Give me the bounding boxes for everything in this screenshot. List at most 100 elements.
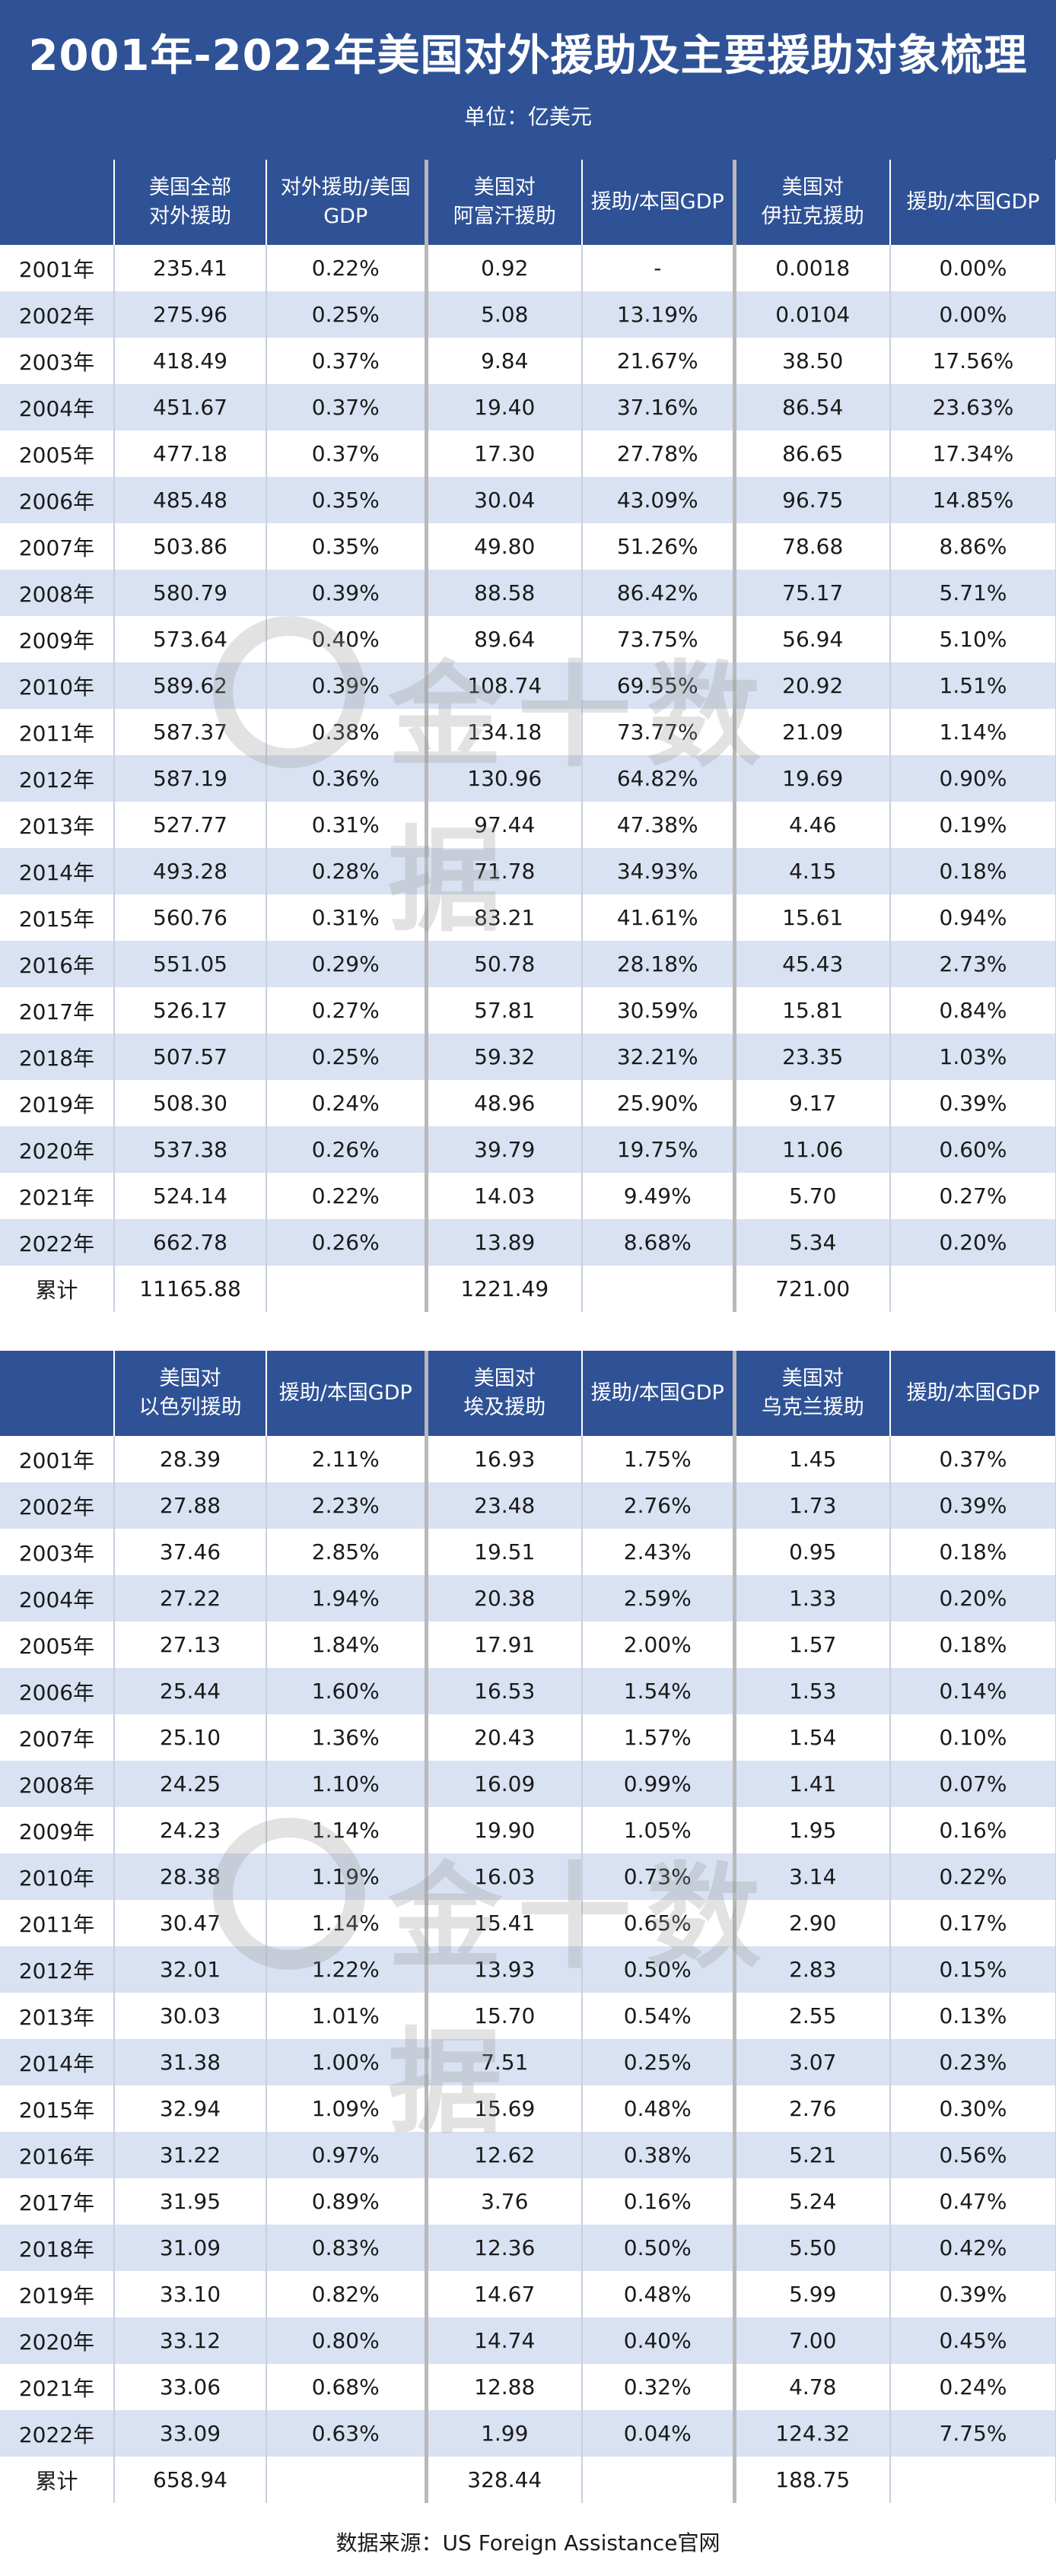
table-cell: 0.20% [890,1575,1056,1622]
table-cell: 124.32 [734,2410,891,2457]
table-cell: 0.50% [582,1946,736,1993]
year-cell: 2006年 [0,1668,115,1714]
table-cell: 1.41 [734,1761,891,1807]
table-cell: 13.89 [426,1219,583,1266]
table-cell: 2.76 [734,2085,891,2132]
table-cell: 2.00% [582,1622,736,1668]
year-cell: 2011年 [0,1900,115,1946]
table-cell: 0.39% [890,1080,1056,1126]
year-cell: 2007年 [0,523,115,570]
table-cell: 3.07 [734,2039,891,2085]
table-cell: 7.00 [734,2317,891,2364]
table-cell: 0.54% [582,1993,736,2039]
table-cell: 0.92 [426,245,583,291]
table-cell: 9.84 [426,338,583,384]
table-cell: 96.75 [734,477,891,523]
table-cell: 1.51% [890,662,1056,709]
table-cell: 7.75% [890,2410,1056,2457]
year-cell: 2001年 [0,1436,115,1482]
table-row: 2011年 30.47 1.14% 15.41 0.65% 2.90 0.17% [0,1900,1056,1946]
table-cell: 31.38 [114,2039,267,2085]
table-cell: 1.54 [734,1714,891,1761]
table-cell: 537.38 [114,1126,267,1173]
year-cell: 2004年 [0,1575,115,1622]
table-cell: 1.45 [734,1436,891,1482]
table-cell: 20.43 [426,1714,583,1761]
column-header: 美国对 埃及援助 [426,1351,583,1436]
table-cell: 64.82% [582,755,736,802]
table-row: 2011年 587.37 0.38% 134.18 73.77% 21.09 1.14% [0,709,1056,755]
table-cell: 0.00% [890,291,1056,338]
table-cell: 21.67% [582,338,736,384]
table-cell: 0.25% [266,1034,428,1080]
table-cell: 27.88 [114,1482,267,1529]
year-cell: 2017年 [0,2178,115,2225]
table-cell: 14.67 [426,2271,583,2317]
table-row: 2004年 451.67 0.37% 19.40 37.16% 86.54 23.63% [0,384,1056,430]
table-cell: 1.54% [582,1668,736,1714]
table-cell: 2.90 [734,1900,891,1946]
table-cell: 0.13% [890,1993,1056,2039]
table-cell: 15.41 [426,1900,583,1946]
table-cell: 0.68% [266,2364,428,2410]
table-cell: 73.77% [582,709,736,755]
page-header: 2001年-2022年美国对外援助及主要援助对象梳理 单位：亿美元 [0,0,1056,160]
table-row: 2009年 573.64 0.40% 89.64 73.75% 56.94 5.10% [0,616,1056,662]
table-cell: - [582,245,736,291]
table-cell: 23.48 [426,1482,583,1529]
table-cell: 451.67 [114,384,267,430]
table-cell: 1.00% [266,2039,428,2085]
table-cell: 0.48% [582,2271,736,2317]
table-cell: 0.42% [890,2225,1056,2271]
table-cell: 0.39% [890,2271,1056,2317]
table-cell: 31.09 [114,2225,267,2271]
year-cell: 2006年 [0,477,115,523]
table-cell: 8.68% [582,1219,736,1266]
total-cell: 328.44 [426,2457,583,2503]
table-cell: 45.43 [734,941,891,987]
table-cell: 88.58 [426,570,583,616]
table-cell: 33.06 [114,2364,267,2410]
table-row: 2008年 24.25 1.10% 16.09 0.99% 1.41 0.07% [0,1761,1056,1807]
total-cell [582,1266,736,1312]
table-cell: 19.40 [426,384,583,430]
table-cell: 8.86% [890,523,1056,570]
table-cell: 1.73 [734,1482,891,1529]
table-row: 2012年 32.01 1.22% 13.93 0.50% 2.83 0.15% [0,1946,1056,1993]
table-cell: 1.99 [426,2410,583,2457]
table-cell: 56.94 [734,616,891,662]
table-cell: 0.16% [890,1807,1056,1853]
table-cell: 24.23 [114,1807,267,1853]
table-cell: 86.54 [734,384,891,430]
year-cell: 2014年 [0,848,115,894]
table-cell: 57.81 [426,987,583,1034]
table-cell: 527.77 [114,802,267,848]
table-cell: 0.14% [890,1668,1056,1714]
table-cell: 5.24 [734,2178,891,2225]
table-cell: 662.78 [114,1219,267,1266]
table-cell: 0.47% [890,2178,1056,2225]
table-cell: 0.17% [890,1900,1056,1946]
column-header: 美国对 以色列援助 [114,1351,267,1436]
column-header: 援助/本国GDP [582,1351,736,1436]
table-row: 2007年 25.10 1.36% 20.43 1.57% 1.54 0.10% [0,1714,1056,1761]
aid-table-afghanistan-iraq: 美国全部 对外援助 对外援助/美国 GDP 美国对 阿富汗援助 援助/本国GDP 美国对 伊拉克… [0,160,1056,1312]
table-cell: 1.01% [266,1993,428,2039]
table-cell: 1.60% [266,1668,428,1714]
table-cell: 0.38% [266,709,428,755]
table-row: 2012年 587.19 0.36% 130.96 64.82% 19.69 0.90% [0,755,1056,802]
table-cell: 47.38% [582,802,736,848]
table-cell: 73.75% [582,616,736,662]
column-header: 援助/本国GDP [890,1351,1056,1436]
table-cell: 15.70 [426,1993,583,2039]
table-row: 2007年 503.86 0.35% 49.80 51.26% 78.68 8.86% [0,523,1056,570]
table-row: 2010年 28.38 1.19% 16.03 0.73% 3.14 0.22% [0,1853,1056,1900]
table-cell: 9.49% [582,1173,736,1219]
table-row: 2002年 27.88 2.23% 23.48 2.76% 1.73 0.39% [0,1482,1056,1529]
total-label: 累计 [0,1266,115,1312]
year-cell: 2009年 [0,1807,115,1853]
table-cell: 0.18% [890,1622,1056,1668]
table-cell: 0.04% [582,2410,736,2457]
table-row: 2014年 493.28 0.28% 71.78 34.93% 4.15 0.18% [0,848,1056,894]
table-row: 2019年 33.10 0.82% 14.67 0.48% 5.99 0.39% [0,2271,1056,2317]
